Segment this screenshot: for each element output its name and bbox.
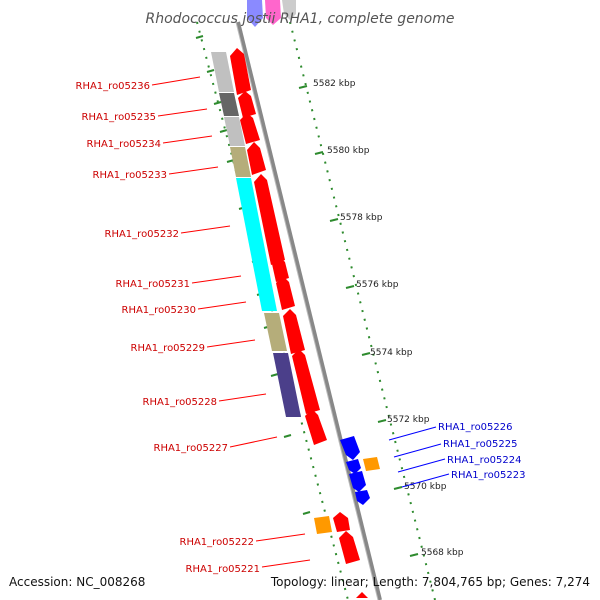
gene-arrow-ro05229[interactable] bbox=[283, 309, 305, 354]
track-tick bbox=[213, 101, 222, 105]
gene-arrow-offscreen[interactable] bbox=[356, 592, 368, 598]
gene-arrow-ro05233[interactable] bbox=[247, 142, 266, 175]
scale-tick bbox=[361, 352, 371, 356]
gene-label-ro05233[interactable]: RHA1_ro05233 bbox=[93, 170, 168, 181]
scale-tick-label: 5574 kbp bbox=[370, 348, 413, 358]
track-tick bbox=[195, 35, 204, 39]
scale-tick-label: 5570 kbp bbox=[404, 482, 447, 492]
gene-arrow-ro05234[interactable] bbox=[240, 113, 260, 144]
leader-line bbox=[388, 426, 437, 441]
gene-arrow-ro05235[interactable] bbox=[238, 91, 256, 118]
scale-tick-label: 5582 kbp bbox=[313, 79, 356, 89]
scale-axis: 5582 kbp 5580 kbp 5578 kbp 5576 kbp 5574… bbox=[298, 79, 464, 558]
gene-block-ro05232[interactable] bbox=[236, 178, 277, 311]
leader-line bbox=[393, 443, 442, 458]
track-tick bbox=[206, 69, 215, 73]
gene-label-ro05225[interactable]: RHA1_ro05225 bbox=[443, 439, 518, 450]
gene-arrow-ro05221[interactable] bbox=[339, 531, 360, 564]
gene-arrow-ro05231[interactable] bbox=[272, 256, 289, 282]
partial-feature-grey bbox=[282, 0, 296, 20]
partial-feature-pink bbox=[265, 0, 281, 25]
forward-arrows bbox=[230, 48, 368, 598]
scale-tick-label: 5576 kbp bbox=[356, 280, 399, 290]
gene-arrow-ro05225[interactable] bbox=[346, 459, 361, 474]
gene-label-ro05236[interactable]: RHA1_ro05236 bbox=[76, 81, 151, 92]
gene-label-ro05224[interactable]: RHA1_ro05224 bbox=[447, 455, 522, 466]
reverse-gene-labels: RHA1_ro05226 RHA1_ro05225 RHA1_ro05224 R… bbox=[388, 422, 526, 488]
gene-label-ro05223[interactable]: RHA1_ro05223 bbox=[451, 470, 526, 481]
genome-backbone bbox=[236, 21, 382, 600]
gene-block-orange-right[interactable] bbox=[363, 457, 380, 471]
reverse-arrows bbox=[340, 436, 370, 505]
gene-label-ro05228[interactable]: RHA1_ro05228 bbox=[143, 397, 218, 408]
gene-arrow-ro05230[interactable] bbox=[276, 276, 295, 310]
gene-arrow-ro05226[interactable] bbox=[340, 436, 360, 460]
gene-label-ro05234[interactable]: RHA1_ro05234 bbox=[87, 139, 162, 150]
leader-line bbox=[180, 225, 231, 234]
map-title: Rhodococcus jostii RHA1, complete genome bbox=[145, 11, 454, 27]
gene-arrow-ro05228[interactable] bbox=[292, 349, 320, 414]
leader-line bbox=[191, 275, 242, 284]
gene-label-ro05227[interactable]: RHA1_ro05227 bbox=[154, 443, 229, 454]
track-tick bbox=[302, 511, 311, 515]
scale-tick bbox=[298, 85, 308, 89]
gene-arrow-ro05222[interactable] bbox=[333, 512, 350, 532]
gene-block-ro05228[interactable] bbox=[273, 353, 301, 417]
leader-line bbox=[397, 458, 446, 473]
gene-arrow-ro05223[interactable] bbox=[355, 490, 370, 505]
right-dotted-track bbox=[289, 21, 436, 600]
gene-label-ro05226[interactable]: RHA1_ro05226 bbox=[438, 422, 513, 433]
scale-tick bbox=[314, 151, 324, 155]
scale-tick bbox=[393, 486, 403, 490]
gene-block-ro05234[interactable] bbox=[224, 117, 245, 146]
gene-block-ro05236[interactable] bbox=[211, 52, 234, 92]
scale-tick bbox=[377, 419, 387, 423]
gene-label-ro05232[interactable]: RHA1_ro05232 bbox=[105, 229, 180, 240]
leader-line bbox=[261, 559, 311, 568]
gene-block-ro05222[interactable] bbox=[314, 516, 332, 534]
gene-label-ro05231[interactable]: RHA1_ro05231 bbox=[116, 279, 191, 290]
gene-block-ro05233[interactable] bbox=[230, 147, 251, 177]
scale-tick bbox=[409, 553, 419, 557]
gene-block-ro05235[interactable] bbox=[219, 93, 239, 116]
scale-tick-label: 5578 kbp bbox=[340, 213, 383, 223]
scale-tick bbox=[345, 285, 355, 289]
leader-line bbox=[197, 301, 247, 310]
partial-feature-blue bbox=[247, 0, 263, 27]
scale-tick-label: 5572 kbp bbox=[387, 415, 430, 425]
leader-line bbox=[229, 436, 278, 448]
orange-blocks bbox=[314, 457, 380, 534]
forward-gene-labels: RHA1_ro05236 RHA1_ro05235 RHA1_ro05234 R… bbox=[76, 76, 311, 575]
track-tick bbox=[219, 129, 228, 133]
leader-line bbox=[206, 339, 256, 348]
leader-line bbox=[401, 473, 450, 488]
leader-line bbox=[157, 108, 208, 117]
leader-line bbox=[255, 533, 306, 542]
gene-arrow-ro05232[interactable] bbox=[254, 174, 285, 265]
gene-label-ro05221[interactable]: RHA1_ro05221 bbox=[186, 564, 261, 575]
leader-line bbox=[151, 76, 201, 86]
genome-backbone-highlight bbox=[235, 21, 379, 600]
track-tick bbox=[283, 434, 292, 438]
leader-line bbox=[168, 166, 219, 175]
gene-arrow-ro05236[interactable] bbox=[230, 48, 251, 95]
gene-label-ro05229[interactable]: RHA1_ro05229 bbox=[131, 343, 206, 354]
genome-summary-text: Topology: linear; Length: 7,804,765 bp; … bbox=[270, 575, 590, 589]
forward-blocks bbox=[211, 52, 301, 417]
gene-arrow-ro05227[interactable] bbox=[305, 409, 327, 445]
top-partial-features bbox=[247, 0, 296, 27]
leader-line bbox=[162, 135, 213, 144]
gene-arrow-ro05224[interactable] bbox=[349, 471, 366, 492]
scale-tick-label: 5580 kbp bbox=[327, 146, 370, 156]
gene-label-ro05230[interactable]: RHA1_ro05230 bbox=[122, 305, 197, 316]
accession-text: Accession: NC_008268 bbox=[9, 575, 145, 589]
scale-tick bbox=[329, 218, 339, 222]
gene-label-ro05235[interactable]: RHA1_ro05235 bbox=[82, 112, 157, 123]
track-tick bbox=[270, 373, 279, 377]
leader-line bbox=[218, 393, 267, 402]
gene-block-ro05229[interactable] bbox=[264, 313, 287, 351]
gene-label-ro05222[interactable]: RHA1_ro05222 bbox=[180, 537, 255, 548]
scale-tick-label: 5568 kbp bbox=[421, 548, 464, 558]
